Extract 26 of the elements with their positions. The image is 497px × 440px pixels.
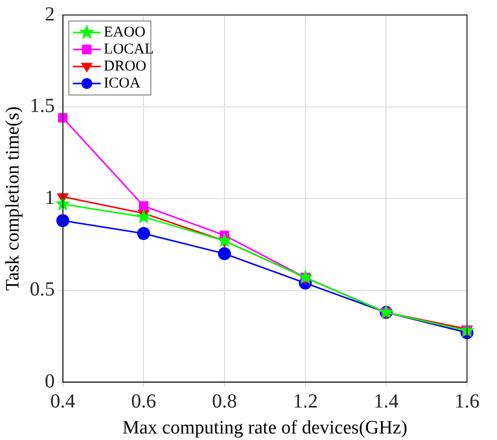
legend-label: DROO bbox=[104, 58, 146, 74]
y-tick-label: 0.5 bbox=[30, 278, 55, 301]
x-axis-title: Max computing rate of devices(GHz) bbox=[122, 418, 408, 439]
point bbox=[138, 201, 148, 211]
point bbox=[137, 226, 150, 240]
point bbox=[136, 208, 152, 224]
x-tick-label: 0.8 bbox=[212, 390, 237, 412]
y-axis-title: Task completion time(s) bbox=[2, 106, 24, 291]
x-tick-label: 1.4 bbox=[374, 390, 399, 412]
point bbox=[298, 270, 313, 284]
point bbox=[56, 214, 70, 228]
x-tick-label: 0.4 bbox=[50, 390, 76, 412]
point bbox=[218, 247, 231, 260]
x-tick-label: 1.2 bbox=[292, 390, 318, 412]
point bbox=[216, 232, 232, 248]
legend-label: LOCAL bbox=[104, 41, 154, 58]
legend-label: ICOA bbox=[104, 75, 141, 92]
y-tick-label: 0 bbox=[44, 370, 55, 392]
point bbox=[58, 113, 68, 123]
x-tick-label: 1.6 bbox=[454, 390, 480, 412]
x-tick-label: 0.6 bbox=[131, 390, 156, 412]
y-tick-label: 1.5 bbox=[30, 95, 55, 118]
point bbox=[55, 196, 70, 211]
y-tick-label: 1 bbox=[44, 186, 55, 209]
y-tick-label: 2 bbox=[44, 3, 55, 26]
legend-label: EAOO bbox=[104, 24, 146, 40]
